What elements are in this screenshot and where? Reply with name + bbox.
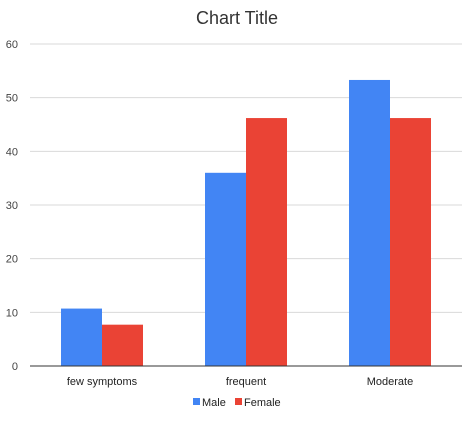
bar-male-frequent (205, 172, 246, 366)
legend: Male Female (193, 397, 281, 409)
y-tick-label: 20 (6, 254, 18, 266)
x-axis-ticks: few symptoms frequent Moderate (67, 376, 413, 388)
y-tick-label: 50 (6, 93, 18, 105)
legend-swatch-female (235, 398, 242, 405)
legend-label-male: Male (202, 397, 226, 409)
bar-female-few-symptoms (102, 324, 143, 366)
legend-swatch-male (193, 398, 200, 405)
x-tick-label: frequent (226, 376, 266, 388)
chart-title: Chart Title (196, 8, 278, 28)
y-tick-label: 10 (6, 307, 18, 319)
bars (61, 79, 431, 366)
x-tick-label: few symptoms (67, 376, 138, 388)
bar-female-moderate (390, 118, 431, 366)
y-tick-label: 60 (6, 39, 18, 51)
y-axis-ticks: 0 10 20 30 40 50 60 (6, 39, 18, 373)
x-tick-label: Moderate (367, 376, 413, 388)
bar-male-moderate (349, 79, 390, 366)
legend-label-female: Female (244, 397, 281, 409)
bar-female-frequent (246, 118, 287, 366)
y-tick-label: 0 (12, 361, 18, 373)
bar-male-few-symptoms (61, 308, 102, 366)
y-tick-label: 40 (6, 146, 18, 158)
y-tick-label: 30 (6, 200, 18, 212)
